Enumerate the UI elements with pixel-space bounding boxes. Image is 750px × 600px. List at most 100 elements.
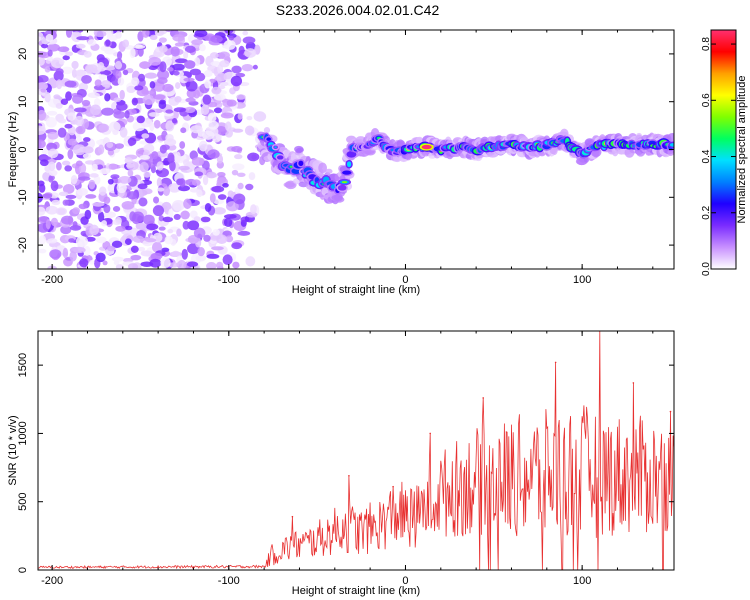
noise-blob bbox=[213, 207, 226, 215]
noise-blob bbox=[56, 161, 62, 171]
noise-blob bbox=[157, 69, 170, 80]
noise-blob bbox=[65, 30, 73, 38]
noise-blob bbox=[62, 247, 69, 259]
noise-blob bbox=[97, 144, 105, 155]
noise-blob bbox=[101, 107, 114, 116]
noise-blob bbox=[103, 211, 116, 219]
noise-blob bbox=[55, 207, 67, 216]
noise-blob bbox=[60, 225, 72, 235]
noise-blob bbox=[68, 238, 75, 243]
noise-blob bbox=[172, 34, 185, 42]
noise-blob bbox=[38, 235, 47, 245]
signal-core bbox=[337, 184, 347, 191]
noise-blob bbox=[138, 197, 148, 207]
noise-blob bbox=[39, 159, 49, 167]
signal-halo bbox=[325, 168, 333, 174]
snr-peak-point bbox=[632, 382, 635, 384]
noise-blob bbox=[232, 128, 244, 133]
noise-blob bbox=[39, 156, 52, 161]
noise-blob bbox=[89, 260, 95, 265]
noise-blob bbox=[101, 80, 111, 88]
noise-blob bbox=[175, 58, 188, 64]
noise-blob bbox=[158, 226, 166, 231]
noise-blob bbox=[38, 109, 47, 121]
noise-blob bbox=[189, 210, 198, 219]
snr-y-tick-label: 500 bbox=[17, 493, 29, 511]
noise-blob bbox=[70, 174, 78, 185]
noise-blob bbox=[75, 43, 86, 49]
noise-blob bbox=[168, 183, 181, 193]
noise-blob bbox=[234, 186, 241, 195]
spectrogram-x-tick-label: -200 bbox=[41, 274, 63, 286]
noise-blob bbox=[129, 48, 136, 59]
noise-blob bbox=[211, 185, 225, 193]
noise-blob bbox=[116, 102, 128, 111]
noise-blob bbox=[64, 80, 77, 88]
noise-blob bbox=[194, 171, 204, 177]
spectrogram-image bbox=[38, 30, 674, 269]
noise-blob bbox=[67, 138, 78, 146]
noise-blob bbox=[38, 125, 46, 135]
noise-blob bbox=[200, 216, 211, 223]
noise-blob bbox=[61, 160, 71, 166]
noise-blob bbox=[116, 182, 127, 194]
noise-blob bbox=[149, 81, 156, 89]
noise-blob bbox=[212, 228, 220, 236]
noise-blob bbox=[75, 235, 89, 247]
noise-blob bbox=[111, 240, 123, 248]
noise-blob bbox=[156, 177, 162, 188]
noise-blob bbox=[184, 45, 196, 54]
noise-blob bbox=[223, 39, 236, 51]
noise-blob bbox=[122, 258, 134, 263]
noise-blob bbox=[117, 77, 125, 86]
noise-blob bbox=[58, 59, 65, 65]
snr-peak-point bbox=[392, 485, 394, 488]
noise-blob bbox=[169, 160, 176, 172]
noise-blob bbox=[38, 31, 44, 41]
noise-blob bbox=[79, 258, 89, 268]
noise-blob bbox=[131, 77, 140, 86]
noise-blob bbox=[172, 118, 178, 124]
snr-peak-point bbox=[291, 515, 294, 518]
noise-blob bbox=[45, 219, 51, 230]
noise-blob bbox=[104, 93, 111, 102]
colorbar-tick-label: 0.0 bbox=[701, 262, 712, 276]
noise-blob bbox=[238, 45, 245, 55]
chart-title: S233.2026.004.02.01.C42 bbox=[275, 2, 440, 18]
spectrogram-y-axis-label: Frequency (Hz) bbox=[7, 112, 19, 188]
signal-halo bbox=[296, 147, 304, 153]
noise-blob bbox=[223, 214, 237, 219]
signal-core bbox=[346, 161, 352, 168]
noise-blob bbox=[211, 246, 224, 251]
noise-blob bbox=[234, 154, 243, 160]
noise-blob bbox=[206, 171, 217, 179]
noise-blob bbox=[112, 206, 121, 212]
noise-blob bbox=[103, 196, 111, 204]
noise-blob bbox=[111, 256, 124, 262]
noise-blob bbox=[161, 144, 170, 151]
noise-blob bbox=[247, 152, 260, 162]
noise-blob bbox=[207, 149, 220, 159]
noise-blob bbox=[193, 89, 201, 99]
noise-blob bbox=[193, 227, 206, 239]
noise-blob bbox=[231, 145, 243, 153]
noise-blob bbox=[178, 165, 190, 171]
noise-blob bbox=[231, 65, 242, 74]
noise-blob bbox=[172, 70, 180, 76]
noise-blob bbox=[186, 261, 199, 267]
noise-blob bbox=[103, 204, 111, 214]
noise-blob bbox=[152, 94, 166, 100]
noise-blob bbox=[124, 238, 132, 246]
noise-blob bbox=[38, 139, 46, 149]
noise-blob bbox=[64, 123, 73, 129]
noise-blob bbox=[114, 143, 125, 149]
noise-blob bbox=[81, 75, 92, 84]
noise-blob bbox=[211, 86, 222, 95]
noise-blob bbox=[157, 187, 165, 192]
noise-blob bbox=[191, 157, 205, 166]
noise-blob bbox=[184, 60, 196, 69]
noise-blob bbox=[48, 161, 56, 172]
noise-blob bbox=[203, 69, 213, 78]
noise-blob bbox=[175, 82, 181, 90]
